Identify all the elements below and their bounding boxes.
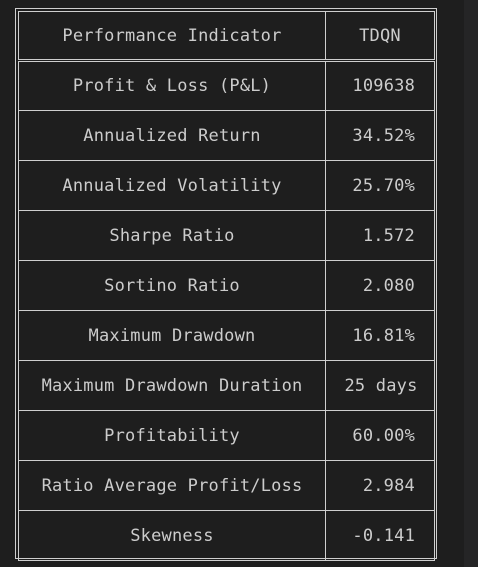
value-cell: 109638 [325,60,435,111]
value-text: 109638 [352,76,415,96]
indicator-cell: Maximum Drawdown [18,310,326,361]
value-text: -0.141 [352,525,415,546]
value-cell: 1.572 [325,210,435,261]
table-row: Ratio Average Profit/Loss 2.984 [18,460,435,511]
indicator-cell: Profit & Loss (P&L) [18,60,326,111]
value-text: 2.984 [362,475,415,496]
table-row: Maximum Drawdown Duration 25 days [18,360,435,411]
table-header-row: Performance Indicator TDQN [18,11,435,62]
indicator-cell: Annualized Volatility [18,160,326,211]
table-row: Annualized Return 34.52% [18,110,435,161]
table-row: Sharpe Ratio 1.572 [18,210,435,261]
value-text: 60.00% [352,425,415,446]
indicator-cell: Annualized Return [18,110,326,161]
value-text: 1.572 [362,225,415,246]
value-text: 25 days [344,375,418,396]
header-performance-indicator: Performance Indicator [18,11,326,62]
value-text: 2.080 [362,275,415,296]
value-cell: 34.52% [325,110,435,161]
table-row: Profitability 60.00% [18,410,435,461]
table-row: Profit & Loss (P&L) 109638 [18,60,435,111]
table-row: Annualized Volatility 25.70% [18,160,435,211]
value-cell: 25 days [325,360,435,411]
table-row: Sortino Ratio 2.080 [18,260,435,311]
table-row: Maximum Drawdown 16.81% [18,310,435,361]
value-text: 34.52% [352,125,415,146]
header-tdqn: TDQN [325,11,435,62]
value-cell: 16.81% [325,310,435,361]
value-cell: -0.141 [325,510,435,561]
table-row: Skewness -0.141 [18,510,435,561]
value-cell: 60.00% [325,410,435,461]
value-cell: 2.984 [325,460,435,511]
indicator-cell: Sharpe Ratio [18,210,326,261]
indicator-cell: Skewness [18,510,326,561]
value-cell: 25.70% [325,160,435,211]
indicator-cell: Ratio Average Profit/Loss [18,460,326,511]
value-text: 16.81% [352,325,415,346]
indicator-cell: Profitability [18,410,326,461]
indicator-cell: Sortino Ratio [18,260,326,311]
scrollbar-track[interactable] [464,0,478,567]
value-text: 25.70% [352,175,415,196]
indicator-cell: Maximum Drawdown Duration [18,360,326,411]
performance-table: Performance Indicator TDQN Profit & Loss… [18,11,435,561]
value-cell: 2.080 [325,260,435,311]
